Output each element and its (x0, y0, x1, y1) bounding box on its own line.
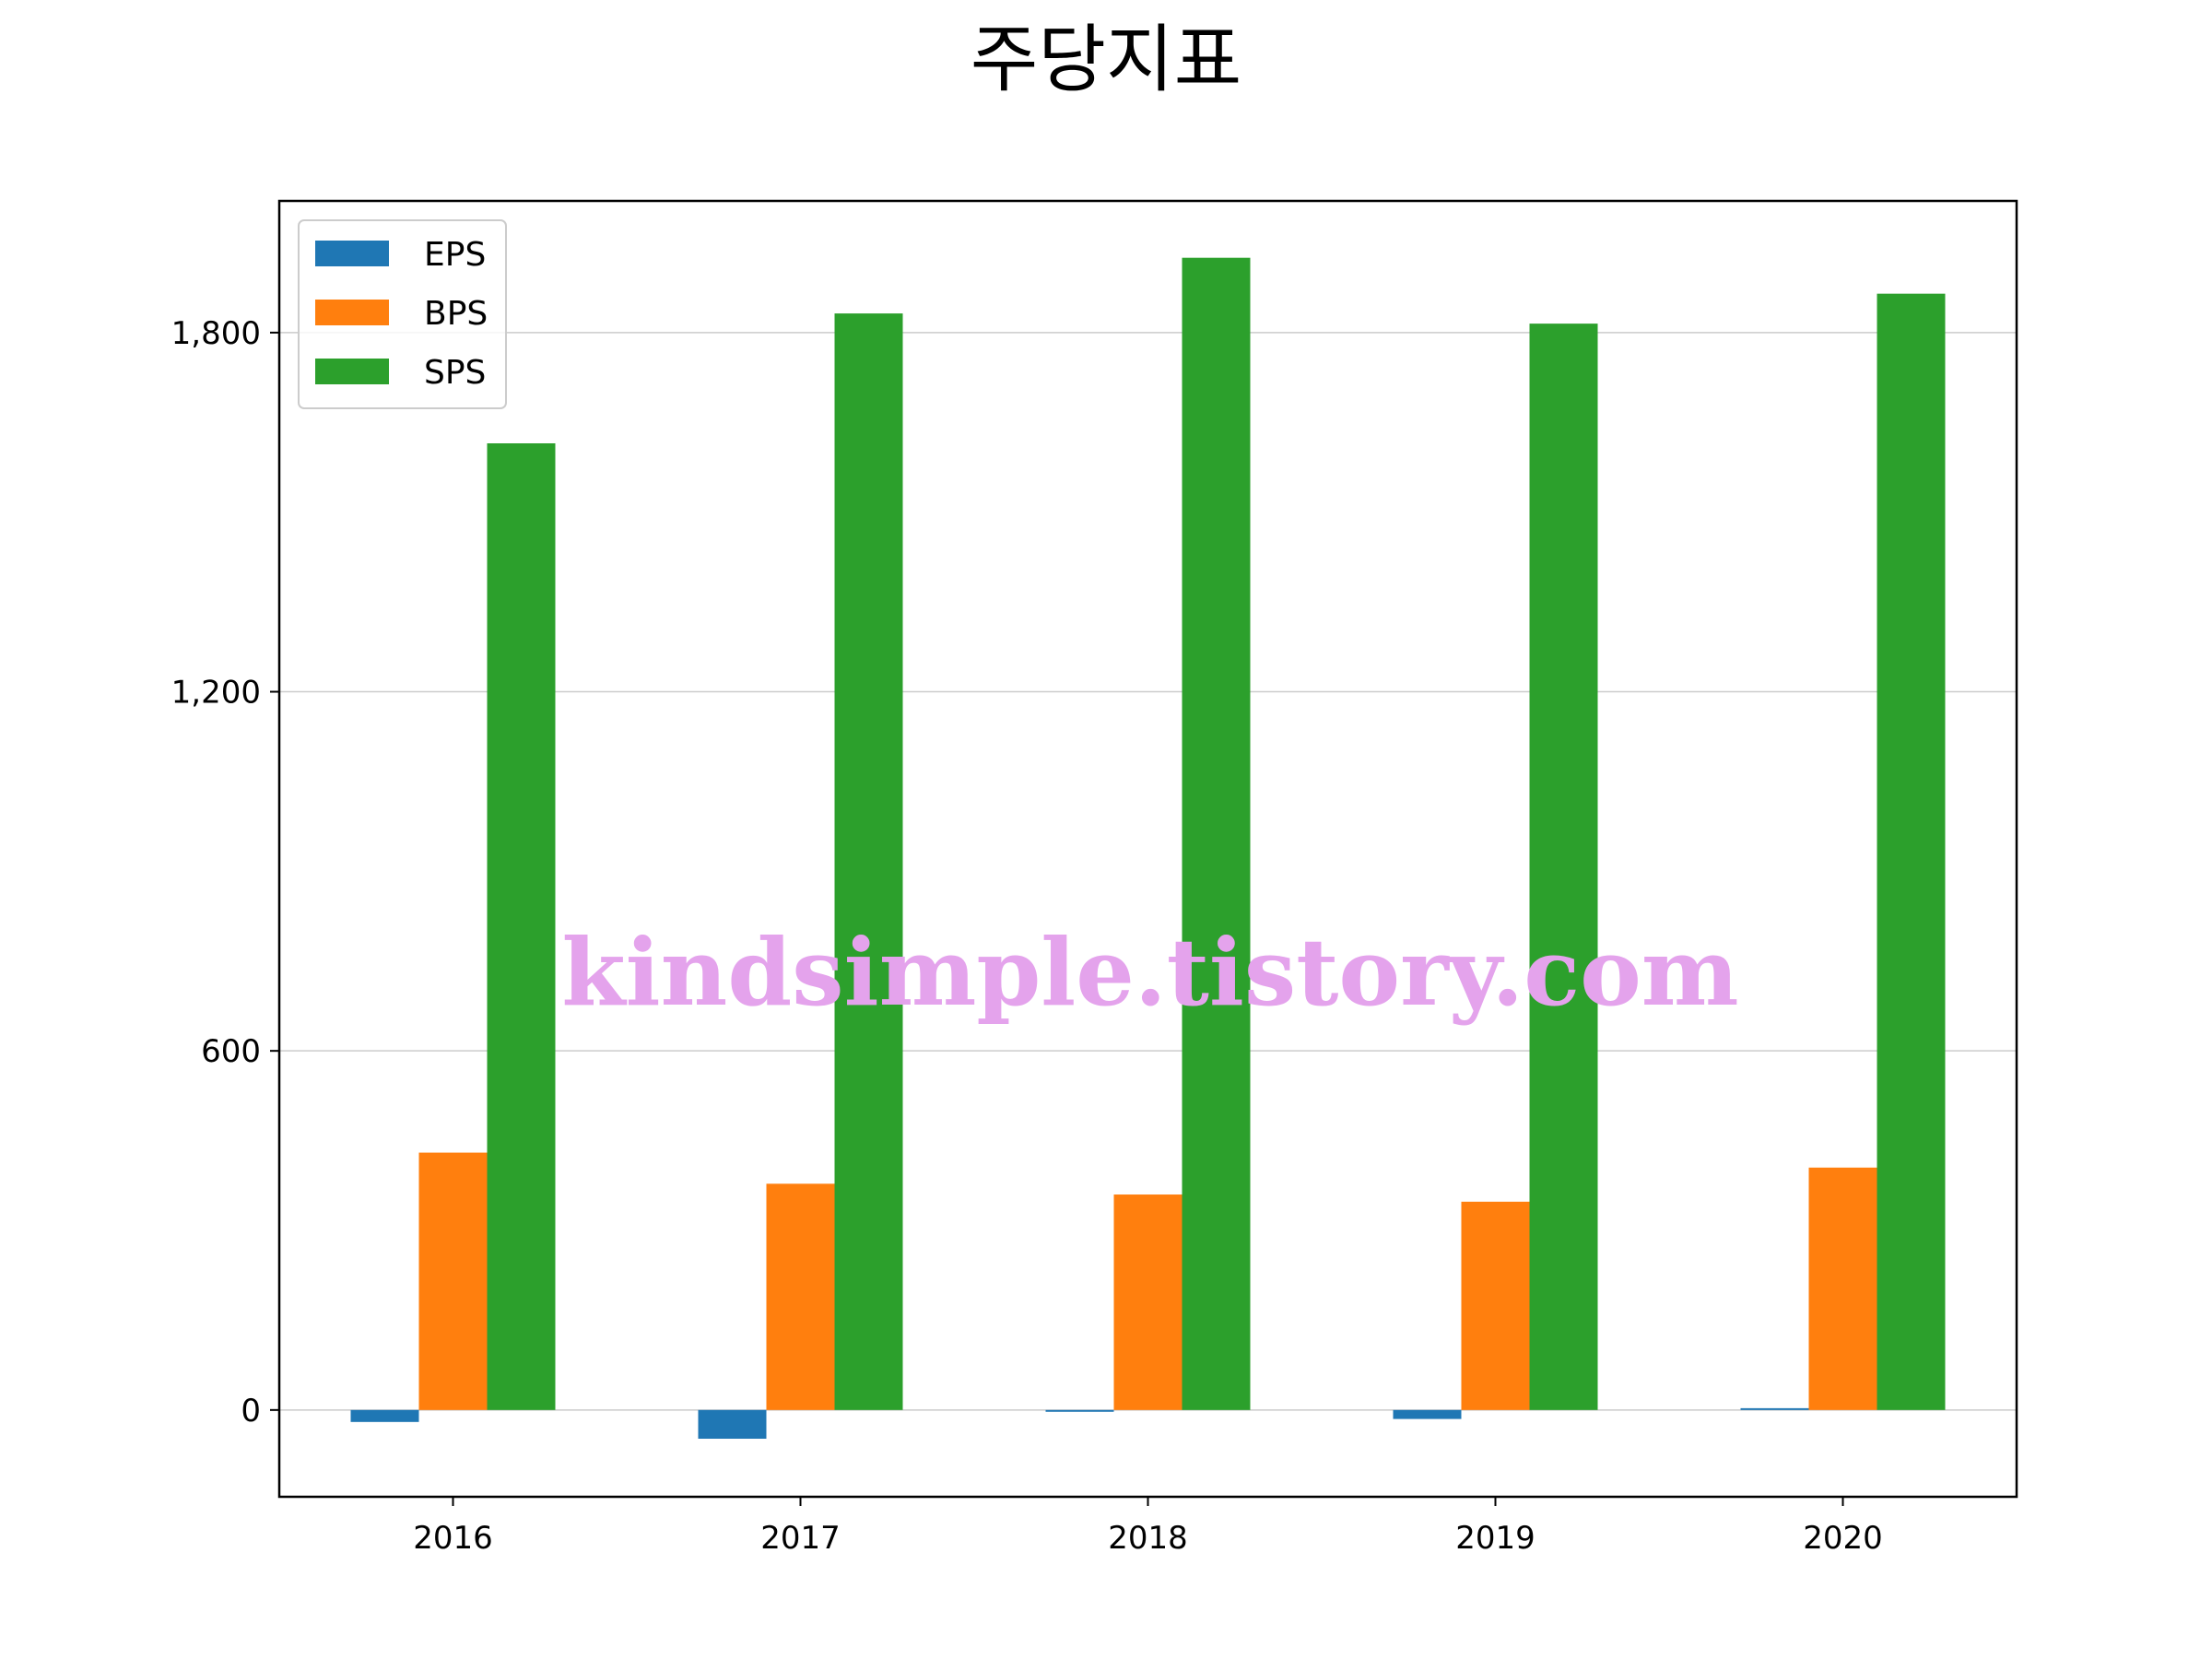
y-tick-label: 1,800 (171, 315, 261, 352)
bar-eps-2020 (1740, 1407, 1809, 1410)
bar-eps-2019 (1393, 1409, 1462, 1419)
x-axis: 2016 2017 2018 2019 2020 (413, 1497, 1883, 1557)
y-axis: 0 600 1,200 1,800 (171, 315, 279, 1430)
bar-sps-2019 (1529, 324, 1598, 1410)
bars (350, 257, 1946, 1440)
bar-bps-2017 (766, 1183, 835, 1410)
y-tick-label: 0 (241, 1393, 261, 1430)
legend-swatch-sps (315, 359, 389, 384)
bar-eps-2016 (350, 1409, 419, 1422)
legend-label-bps: BPS (424, 295, 488, 333)
chart-title: 주당지표 (971, 17, 1241, 102)
x-tick-label: 2017 (760, 1520, 841, 1557)
y-tick-label: 1,200 (171, 675, 261, 712)
y-tick-label: 600 (201, 1033, 261, 1070)
legend-swatch-eps (315, 241, 389, 266)
x-tick-label: 2019 (1455, 1520, 1535, 1557)
bar-bps-2019 (1461, 1201, 1530, 1410)
bar-sps-2017 (834, 313, 903, 1410)
bar-sps-2020 (1877, 293, 1946, 1410)
x-tick-label: 2020 (1803, 1520, 1883, 1557)
bar-bps-2020 (1808, 1167, 1877, 1410)
bar-sps-2018 (1182, 257, 1251, 1410)
bar-sps-2016 (487, 443, 556, 1410)
legend-label-sps: SPS (424, 354, 486, 392)
legend: EPS BPS SPS (298, 219, 507, 409)
x-tick-label: 2016 (413, 1520, 493, 1557)
bar-bps-2018 (1113, 1194, 1182, 1410)
legend-label-eps: EPS (424, 236, 486, 274)
watermark: kindsimple.tistory.com (561, 918, 1738, 1027)
legend-swatch-bps (315, 300, 389, 325)
bar-eps-2017 (698, 1409, 767, 1440)
bar-bps-2016 (418, 1152, 488, 1410)
bar-eps-2018 (1045, 1409, 1114, 1412)
x-tick-label: 2018 (1108, 1520, 1188, 1557)
